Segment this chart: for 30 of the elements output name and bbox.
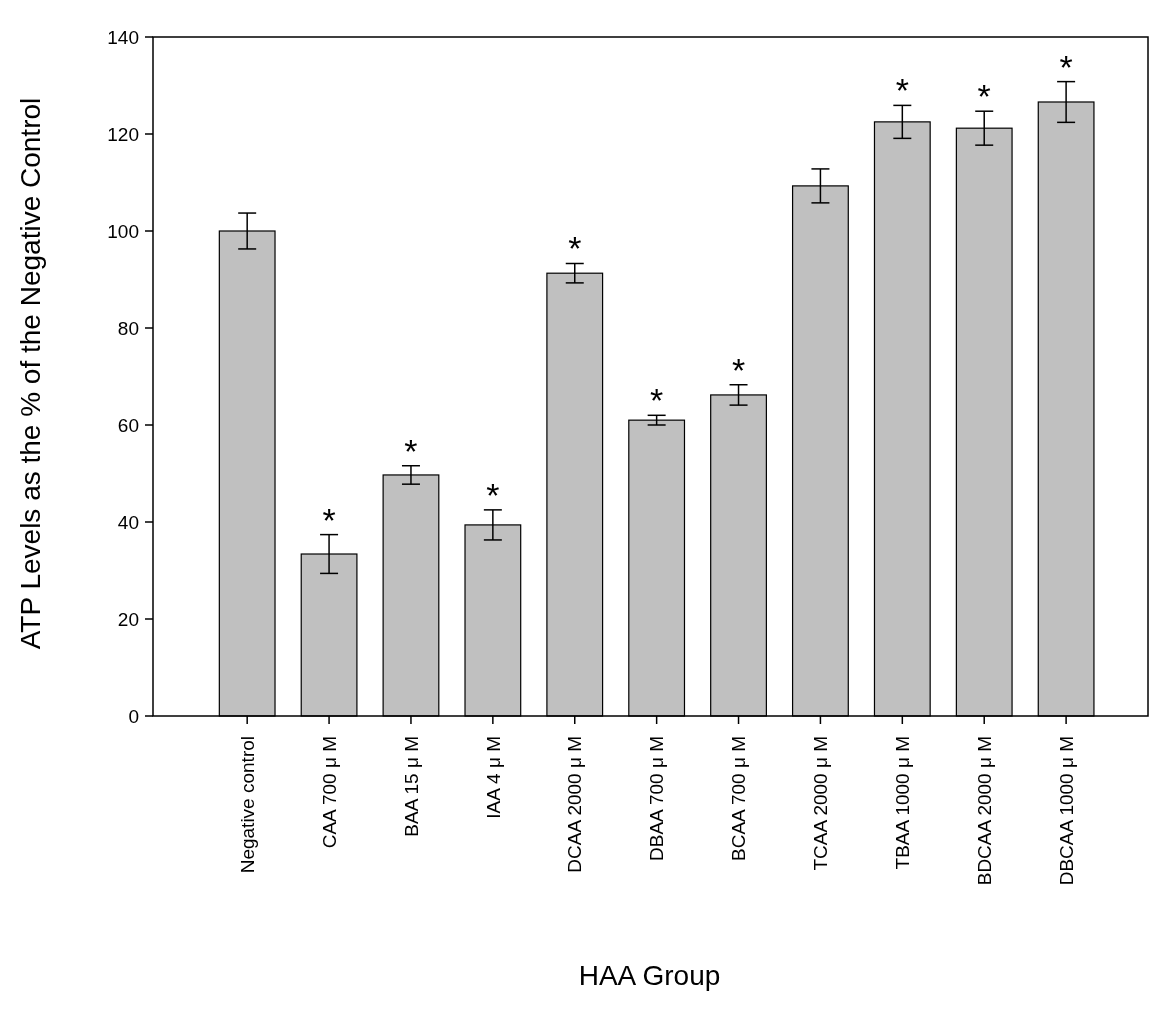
x-tick-label: BCAA 700 μ M <box>728 736 750 862</box>
y-tick-label: 0 <box>128 705 139 727</box>
y-tick-label: 120 <box>107 123 139 145</box>
annotation: * <box>650 381 664 420</box>
annotation: * <box>568 229 582 268</box>
x-tick-label: TCAA 2000 μ M <box>810 736 832 871</box>
x-tick-label: DBCAA 1000 μ M <box>1055 736 1077 886</box>
annotation: * <box>895 71 909 110</box>
x-tick-label: DBAA 700 μ M <box>646 736 668 862</box>
x-tick-label: IAA 4 μ M <box>482 736 504 819</box>
annotation: * <box>486 475 500 514</box>
y-tick-label: 60 <box>117 414 139 436</box>
y-axis-title: ATP Levels as the % of the Negative Control <box>15 97 46 650</box>
x-axis-title: HAA Group <box>578 960 721 991</box>
annotation: * <box>977 77 991 116</box>
y-tick-label: 20 <box>117 608 139 630</box>
x-tick-label: DCAA 2000 μ M <box>564 736 586 873</box>
y-tick-label: 40 <box>117 511 139 533</box>
x-tick-label: CAA 700 μ M <box>318 736 340 849</box>
annotation: * <box>322 500 336 539</box>
x-tick-label: BDCAA 2000 μ M <box>973 736 995 886</box>
annotation: * <box>731 350 746 389</box>
y-tick-label: 80 <box>117 317 139 339</box>
y-tick-label: 140 <box>107 26 139 48</box>
annotation: * <box>404 431 418 470</box>
x-tick-label: Negative control <box>236 736 258 874</box>
x-tick-label: TBAA 1000 μ M <box>891 736 913 870</box>
y-tick-label: 100 <box>107 220 139 242</box>
x-tick-label: BAA 15 μ M <box>400 736 422 837</box>
annotation: * <box>1059 47 1073 86</box>
